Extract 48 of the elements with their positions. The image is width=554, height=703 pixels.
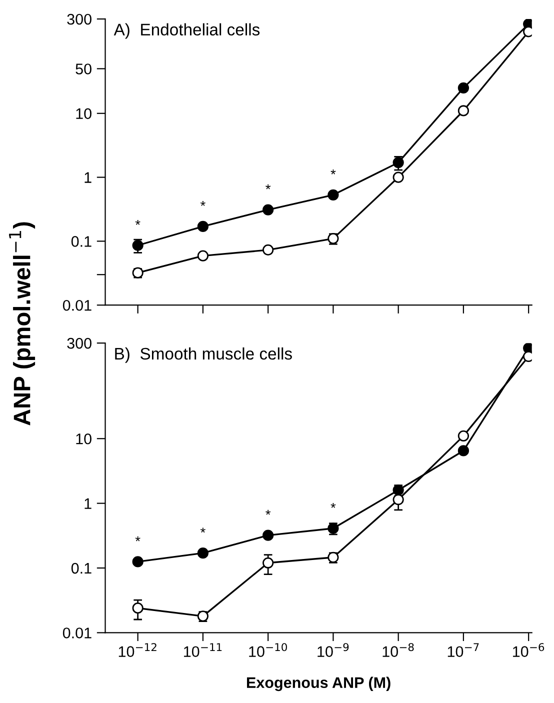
x-tick-label: 10$^{−12}$ [118, 643, 156, 657]
y-tick-label: 300 [67, 14, 92, 25]
y-tick-label: 10 [76, 433, 92, 444]
point [392, 494, 404, 506]
x-tick-label: 10$^{−6}$ [513, 643, 544, 657]
y-tick-label: 300 [67, 338, 92, 349]
x-tick-label: 10$^{−8}$ [382, 643, 414, 657]
x-tick-label: 10$^{−11}$ [184, 643, 222, 658]
point [458, 430, 470, 442]
point [458, 82, 470, 94]
point [458, 445, 470, 456]
y-tick-label: 0.1 [71, 236, 92, 247]
point [132, 602, 144, 614]
x-tick-label: 10$^{−9}$ [318, 643, 349, 657]
annotation: * [200, 528, 206, 533]
annotation: * [266, 184, 271, 190]
point [262, 557, 274, 568]
point [197, 250, 209, 262]
point [262, 204, 274, 216]
annotation: * [200, 201, 206, 206]
x-tick-label: 10$^{−7}$ [448, 643, 479, 658]
y-tick-label: 1 [84, 172, 92, 183]
point [132, 556, 144, 568]
y-tick-label: 0.01 [62, 300, 92, 311]
y-tick-label: 0.1 [71, 562, 92, 574]
y-tick-label: 10 [76, 108, 92, 120]
annotation: * [135, 536, 140, 542]
x-tick-label: 10$^{−10}$ [249, 643, 287, 657]
point [197, 548, 209, 559]
annotation: * [330, 170, 336, 174]
annotation: * [266, 510, 271, 515]
point [328, 189, 339, 200]
y-tick-label: 50 [76, 64, 92, 74]
y-axis-title: ANP (pmol.well$^{−1}$) [9, 222, 36, 426]
point [392, 172, 404, 183]
y-tick-label: 0.01 [62, 628, 92, 638]
chart-title: B) Smooth muscle cells [115, 347, 292, 363]
annotation: * [330, 502, 336, 508]
point [132, 240, 144, 251]
y-tick-label: 1 [84, 498, 92, 509]
point [262, 244, 274, 256]
x-axis-title: Exogenous ANP (M) [247, 676, 390, 692]
point [392, 157, 404, 168]
annotation: * [135, 220, 140, 225]
point [262, 530, 274, 541]
point [458, 105, 470, 116]
chart-title: A) Endothelial cells [114, 23, 260, 39]
point [197, 220, 209, 232]
